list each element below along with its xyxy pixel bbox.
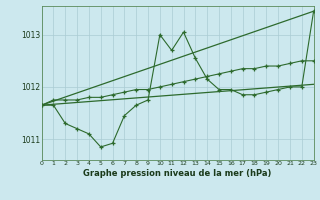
X-axis label: Graphe pression niveau de la mer (hPa): Graphe pression niveau de la mer (hPa) — [84, 169, 272, 178]
